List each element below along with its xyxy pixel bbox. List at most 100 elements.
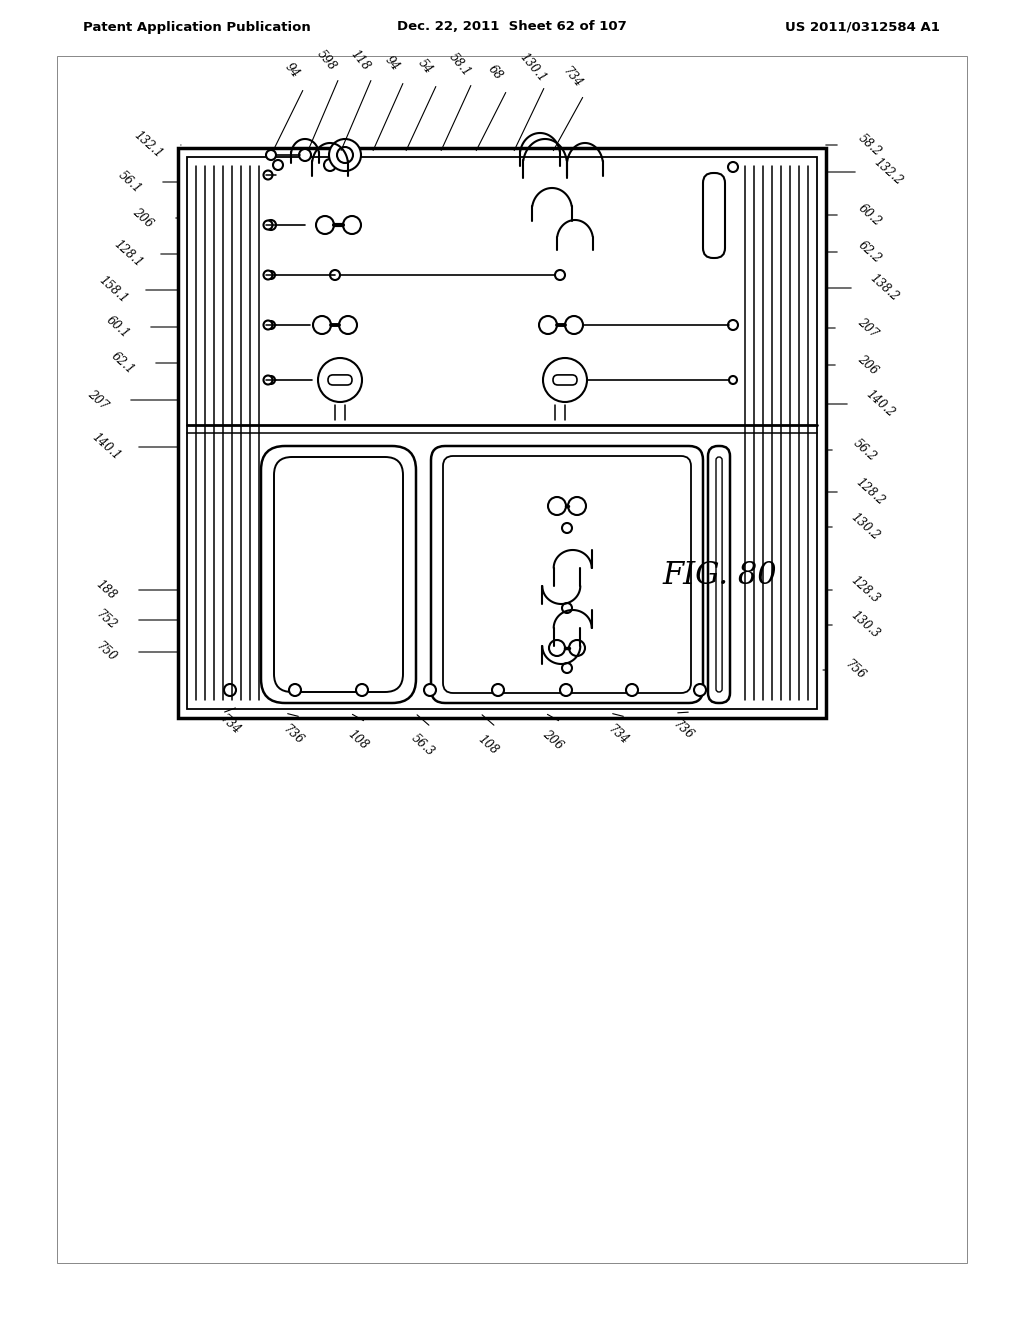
Circle shape	[548, 498, 566, 515]
Text: 750: 750	[93, 640, 119, 664]
Text: 58.2: 58.2	[856, 132, 884, 158]
Circle shape	[324, 158, 336, 172]
Text: 58.1: 58.1	[446, 50, 473, 79]
Circle shape	[562, 663, 572, 673]
Text: 128.2: 128.2	[853, 477, 887, 508]
Text: 734: 734	[605, 722, 631, 747]
Circle shape	[565, 315, 583, 334]
Circle shape	[267, 321, 275, 329]
Circle shape	[313, 315, 331, 334]
Text: 118: 118	[348, 48, 372, 73]
Text: 598: 598	[314, 48, 339, 73]
FancyBboxPatch shape	[431, 446, 703, 704]
Circle shape	[728, 162, 738, 172]
Text: 207: 207	[855, 315, 881, 341]
FancyBboxPatch shape	[261, 446, 416, 704]
Text: 54: 54	[415, 55, 435, 77]
Circle shape	[273, 160, 283, 170]
Circle shape	[263, 375, 272, 384]
Text: 206: 206	[855, 352, 881, 378]
Text: 68: 68	[485, 62, 505, 82]
Text: 734: 734	[217, 713, 243, 738]
Text: 108: 108	[345, 727, 371, 752]
Text: 140.1: 140.1	[89, 430, 123, 463]
Text: 756: 756	[843, 657, 867, 682]
Circle shape	[543, 358, 587, 403]
Circle shape	[329, 139, 361, 172]
Circle shape	[263, 271, 272, 280]
FancyBboxPatch shape	[703, 173, 725, 257]
Text: 128.1: 128.1	[112, 238, 144, 271]
Text: 206: 206	[541, 727, 565, 752]
Text: 60.1: 60.1	[103, 313, 132, 341]
Circle shape	[267, 271, 275, 279]
Bar	[178, 148, 826, 718]
Text: 138.2: 138.2	[867, 272, 901, 304]
Circle shape	[568, 498, 586, 515]
Circle shape	[316, 216, 334, 234]
Text: 130.3: 130.3	[848, 609, 882, 642]
Text: 132.2: 132.2	[871, 156, 905, 189]
FancyBboxPatch shape	[274, 457, 403, 692]
Text: 56.2: 56.2	[851, 437, 879, 463]
Text: 130.1: 130.1	[517, 51, 549, 84]
Circle shape	[356, 684, 368, 696]
Circle shape	[263, 220, 272, 230]
Bar	[187, 157, 817, 709]
Circle shape	[263, 321, 272, 330]
Text: 736: 736	[671, 718, 695, 742]
Text: 206: 206	[130, 206, 156, 231]
Text: Patent Application Publication: Patent Application Publication	[83, 21, 310, 33]
Text: 130.2: 130.2	[848, 511, 882, 543]
Circle shape	[424, 684, 436, 696]
Circle shape	[729, 376, 737, 384]
FancyBboxPatch shape	[443, 455, 691, 693]
Text: Dec. 22, 2011  Sheet 62 of 107: Dec. 22, 2011 Sheet 62 of 107	[397, 21, 627, 33]
Text: 94: 94	[382, 53, 401, 73]
Circle shape	[549, 640, 565, 656]
Text: 62.2: 62.2	[856, 239, 884, 265]
Text: 128.3: 128.3	[848, 574, 882, 606]
Circle shape	[299, 149, 311, 161]
Text: 140.2: 140.2	[863, 388, 897, 420]
Circle shape	[539, 315, 557, 334]
Circle shape	[263, 170, 272, 180]
Circle shape	[569, 640, 585, 656]
Bar	[57, 55, 967, 1263]
Text: 60.2: 60.2	[856, 202, 884, 228]
FancyBboxPatch shape	[716, 457, 722, 692]
FancyBboxPatch shape	[553, 375, 577, 385]
Text: 62.1: 62.1	[109, 350, 137, 376]
Circle shape	[555, 271, 565, 280]
FancyBboxPatch shape	[328, 375, 352, 385]
Circle shape	[337, 147, 353, 162]
Text: 108: 108	[475, 733, 501, 758]
Circle shape	[267, 376, 275, 384]
Circle shape	[266, 220, 276, 230]
Text: 94: 94	[283, 61, 302, 81]
Circle shape	[562, 603, 572, 612]
Circle shape	[289, 684, 301, 696]
Circle shape	[560, 684, 572, 696]
Circle shape	[492, 684, 504, 696]
Text: 132.1: 132.1	[131, 129, 165, 161]
Text: US 2011/0312584 A1: US 2011/0312584 A1	[785, 21, 940, 33]
Text: 188: 188	[93, 578, 119, 602]
Circle shape	[318, 358, 362, 403]
Circle shape	[339, 315, 357, 334]
Circle shape	[330, 271, 340, 280]
Circle shape	[626, 684, 638, 696]
Text: 56.1: 56.1	[116, 169, 144, 195]
Text: 752: 752	[93, 607, 119, 632]
Text: 736: 736	[281, 722, 306, 747]
Text: 207: 207	[85, 388, 111, 412]
Circle shape	[343, 216, 361, 234]
Circle shape	[266, 150, 276, 160]
Circle shape	[728, 319, 738, 330]
Text: 158.1: 158.1	[96, 273, 130, 306]
Text: 734: 734	[560, 65, 585, 90]
Text: 56.3: 56.3	[409, 731, 437, 759]
Circle shape	[562, 523, 572, 533]
Circle shape	[694, 684, 706, 696]
Text: FIG. 80: FIG. 80	[663, 560, 777, 590]
